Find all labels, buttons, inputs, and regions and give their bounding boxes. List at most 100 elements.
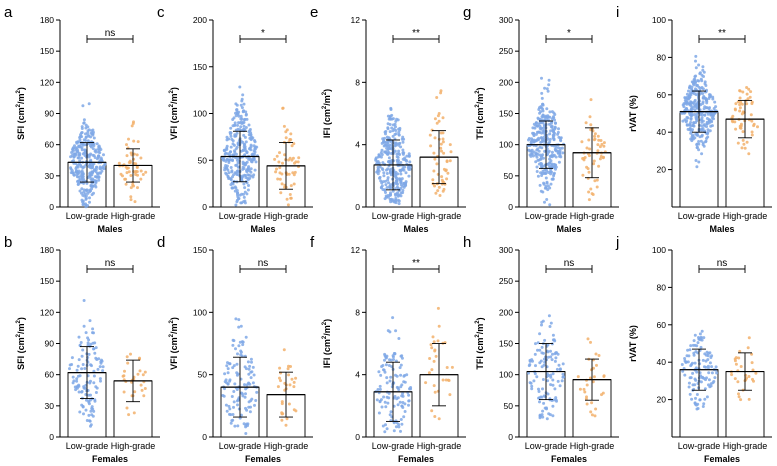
data-point: [749, 113, 753, 117]
data-point: [703, 113, 707, 117]
data-point: [433, 415, 437, 418]
data-point: [738, 103, 742, 107]
data-point: [692, 351, 696, 355]
data-point: [228, 131, 232, 134]
data-point: [287, 364, 290, 368]
data-point: [527, 138, 530, 142]
data-point: [289, 132, 293, 136]
data-point: [245, 383, 249, 387]
data-point: [698, 398, 702, 402]
data-point: [94, 356, 98, 360]
data-point: [530, 152, 534, 156]
data-point: [556, 379, 560, 383]
data-point: [127, 137, 130, 141]
panel-letter: h: [463, 234, 471, 251]
data-point: [72, 155, 76, 159]
data-point: [133, 200, 137, 204]
data-point: [595, 185, 599, 189]
data-point: [83, 367, 87, 370]
data-point: [403, 410, 407, 413]
x-category-label: Low-grade: [372, 441, 415, 451]
data-point: [396, 118, 400, 122]
data-point: [284, 130, 288, 134]
data-point: [92, 409, 96, 413]
data-point: [90, 407, 94, 410]
data-point: [702, 365, 706, 369]
data-point: [248, 128, 252, 131]
data-point: [377, 155, 380, 159]
data-point: [281, 161, 284, 165]
data-point: [139, 177, 143, 181]
data-point: [236, 169, 240, 173]
panel-b: b SFI (cm2/m2) 0 30 60 90 120 150 180 Low-grade Hi…: [4, 234, 160, 464]
data-point: [576, 375, 580, 379]
data-point: [546, 374, 550, 377]
y-tick-label: 0: [355, 202, 360, 212]
data-point: [400, 354, 404, 358]
data-point: [695, 112, 699, 116]
data-point: [542, 181, 546, 185]
data-point: [436, 189, 440, 193]
data-point: [376, 165, 380, 169]
data-point: [86, 341, 90, 345]
y-tick-label: 80: [657, 52, 667, 62]
data-point: [143, 387, 147, 390]
data-point: [401, 188, 405, 192]
x-category-label: Low-grade: [219, 211, 262, 221]
x-category-label: High-grade: [111, 211, 156, 221]
data-point: [588, 147, 592, 151]
data-point: [737, 395, 741, 399]
data-point: [242, 145, 246, 149]
data-point: [236, 156, 240, 160]
data-point: [90, 364, 93, 368]
data-point: [685, 116, 689, 119]
data-point: [708, 361, 712, 365]
data-point: [254, 160, 258, 164]
data-point: [72, 159, 75, 163]
data-point: [688, 376, 692, 380]
data-point: [278, 366, 282, 370]
y-tick-label: 60: [657, 90, 667, 100]
data-point: [699, 380, 703, 384]
data-point: [586, 337, 590, 341]
data-point: [387, 364, 391, 367]
data-point: [694, 103, 698, 107]
data-point: [384, 141, 388, 144]
data-point: [532, 379, 536, 383]
data-point: [557, 363, 561, 367]
data-point: [82, 190, 86, 194]
data-point: [225, 409, 229, 413]
data-point: [77, 390, 81, 394]
data-point: [441, 140, 445, 144]
data-point: [401, 168, 404, 172]
data-point: [376, 172, 380, 176]
data-point: [376, 160, 380, 163]
data-point: [244, 126, 248, 129]
data-point: [396, 182, 399, 186]
data-point: [117, 161, 121, 165]
data-point: [531, 126, 535, 130]
data-point: [242, 422, 246, 426]
data-point: [390, 171, 393, 175]
data-point: [88, 319, 92, 323]
x-category-label: High-grade: [417, 441, 462, 451]
data-point: [547, 83, 551, 87]
data-point: [229, 421, 233, 425]
data-point: [748, 95, 752, 99]
data-point: [222, 148, 226, 152]
data-point: [595, 178, 599, 182]
data-point: [227, 177, 231, 180]
data-point: [739, 398, 743, 402]
data-point: [129, 352, 132, 356]
data-point: [284, 423, 288, 427]
data-point: [538, 361, 542, 365]
x-axis-title: Females: [245, 454, 281, 464]
data-point: [386, 178, 390, 182]
data-point: [538, 111, 542, 115]
data-point: [233, 382, 237, 386]
data-point: [530, 384, 534, 388]
data-point: [683, 357, 687, 360]
data-point: [745, 92, 749, 96]
data-point: [545, 107, 549, 111]
data-point: [227, 159, 231, 163]
